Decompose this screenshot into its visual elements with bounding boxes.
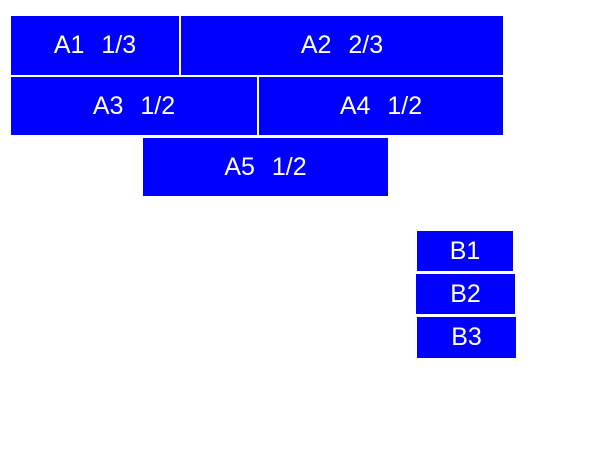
block-a4-label: A4 1/2 xyxy=(339,91,423,120)
block-a3: A3 1/2 xyxy=(11,77,257,135)
block-b1: B1 xyxy=(417,231,513,271)
block-a2-label: A2 2/3 xyxy=(300,31,384,59)
block-a3-label: A3 1/2 xyxy=(92,91,176,120)
block-a1: A1 1/3 xyxy=(11,16,179,75)
block-b2-label: B2 xyxy=(450,279,481,308)
block-a4: A4 1/2 xyxy=(259,77,503,135)
block-a5: A5 1/2 xyxy=(143,138,388,196)
block-b2: B2 xyxy=(416,274,515,314)
block-a5-label: A5 1/2 xyxy=(224,152,307,181)
block-b3: B3 xyxy=(417,317,516,358)
block-a1-label: A1 1/3 xyxy=(53,31,137,59)
block-b1-label: B1 xyxy=(449,236,481,265)
block-b3-label: B3 xyxy=(451,323,482,351)
block-a2: A2 2/3 xyxy=(181,16,503,75)
